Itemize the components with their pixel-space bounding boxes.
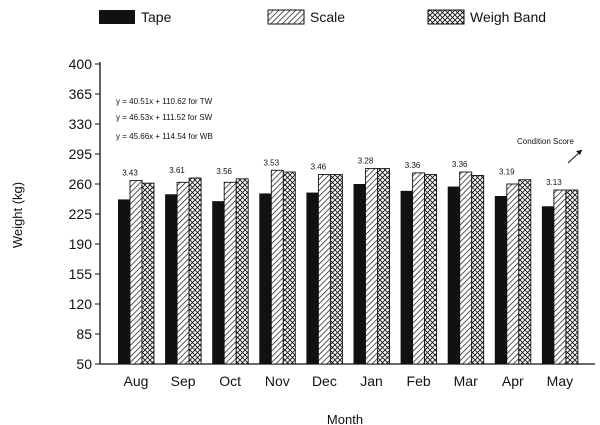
condition-score-value: 3.13 (546, 178, 562, 187)
x-tick-label: Jan (360, 373, 383, 389)
equations: y = 40.51x + 110.62 for TW y = 46.53x + … (116, 97, 213, 141)
condition-score-value: 3.53 (264, 158, 280, 167)
x-tick-label: Feb (407, 373, 431, 389)
y-ticks: 50 85 120 155 190 225 260 295 330 365 400 (69, 56, 100, 372)
bars (118, 168, 579, 365)
condition-score-value: 3.56 (216, 167, 232, 176)
x-tick-label: Sep (171, 373, 196, 389)
bar-weigh-band (518, 179, 532, 365)
bar-weigh-band (141, 182, 155, 365)
bar-weigh-band (565, 189, 579, 365)
bar-tape (494, 196, 507, 364)
bar-scale (459, 171, 473, 365)
legend: Tape Scale Weigh Band (99, 9, 546, 25)
bar-weigh-band (329, 174, 343, 365)
bar-weigh-band (235, 178, 249, 365)
equation-wb: y = 45.66x + 114.54 for WB (116, 132, 213, 141)
bar-scale (129, 180, 143, 365)
condition-score-arrowhead (576, 150, 582, 155)
x-tick-label: Mar (454, 373, 478, 389)
legend-swatch-weigh-band (427, 9, 465, 25)
bar-scale (176, 181, 190, 365)
legend-item-weigh-band: Weigh Band (427, 9, 546, 25)
bar-scale (317, 174, 331, 365)
bar-tape (447, 186, 460, 364)
bar-tape (541, 206, 554, 364)
y-tick-label: 190 (69, 236, 93, 252)
x-tick-label: Nov (265, 373, 290, 389)
x-ticks: Aug Sep Oct Nov Dec Jan Feb Mar Apr May (124, 373, 574, 389)
bar-weigh-band (188, 177, 202, 365)
y-tick-label: 260 (69, 176, 93, 192)
bar-scale (553, 189, 567, 365)
bar-tape (259, 193, 272, 364)
condition-score-value: 3.28 (358, 157, 374, 166)
y-axis-title: Weight (kg) (10, 182, 25, 248)
y-tick-label: 295 (69, 146, 93, 162)
bar-scale (365, 168, 378, 365)
y-tick-label: 330 (69, 116, 93, 132)
equation-tw: y = 40.51x + 110.62 for TW (116, 97, 213, 106)
bar-tape (400, 190, 413, 364)
legend-item-tape: Tape (99, 9, 172, 25)
bar-scale (223, 181, 237, 365)
condition-score-annotation: Condition Score (517, 137, 583, 164)
legend-swatch-tape (99, 10, 135, 24)
condition-score-value: 3.43 (122, 169, 138, 178)
y-tick-label: 225 (69, 206, 93, 222)
condition-score-value: 3.19 (499, 168, 515, 177)
legend-label-scale: Scale (310, 9, 345, 25)
y-tick-label: 155 (69, 266, 93, 282)
bar-tape (306, 192, 319, 364)
y-tick-label: 120 (69, 296, 93, 312)
condition-score-value: 3.61 (169, 166, 185, 175)
x-axis-title: Month (327, 412, 363, 425)
legend-item-scale: Scale (267, 9, 345, 25)
y-tick-label: 365 (69, 86, 93, 102)
x-tick-label: Aug (124, 373, 149, 389)
bar-weigh-band (424, 174, 438, 365)
bar-weigh-band (471, 174, 485, 365)
condition-score-value: 3.36 (452, 160, 468, 169)
y-tick-label: 85 (76, 326, 92, 342)
condition-score-label: Condition Score (517, 137, 574, 146)
x-tick-label: May (547, 373, 573, 389)
legend-swatch-scale (267, 9, 305, 25)
y-tick-label: 400 (69, 56, 93, 72)
bar-tape (212, 201, 225, 364)
legend-label-weigh-band: Weigh Band (470, 9, 546, 25)
condition-score-labels: 3.43 3.61 3.56 3.53 3.46 3.28 3.36 3.36 3.19 3.13 (122, 157, 562, 187)
bar-scale (506, 183, 520, 365)
x-tick-label: Dec (312, 373, 337, 389)
bar-weigh-band (282, 171, 296, 365)
bar-scale (412, 172, 426, 365)
bar-weigh-band (377, 168, 390, 365)
bar-scale (270, 169, 284, 365)
legend-label-tape: Tape (141, 9, 172, 25)
condition-score-value: 3.46 (311, 163, 327, 172)
x-tick-label: Apr (502, 373, 524, 389)
bar-tape (165, 194, 178, 364)
y-tick-label: 50 (76, 356, 92, 372)
condition-score-value: 3.36 (405, 161, 421, 170)
equation-sw: y = 46.53x + 111.52 for SW (116, 113, 213, 122)
bar-tape (353, 184, 366, 364)
bar-tape (118, 199, 130, 364)
x-tick-label: Oct (219, 373, 241, 389)
